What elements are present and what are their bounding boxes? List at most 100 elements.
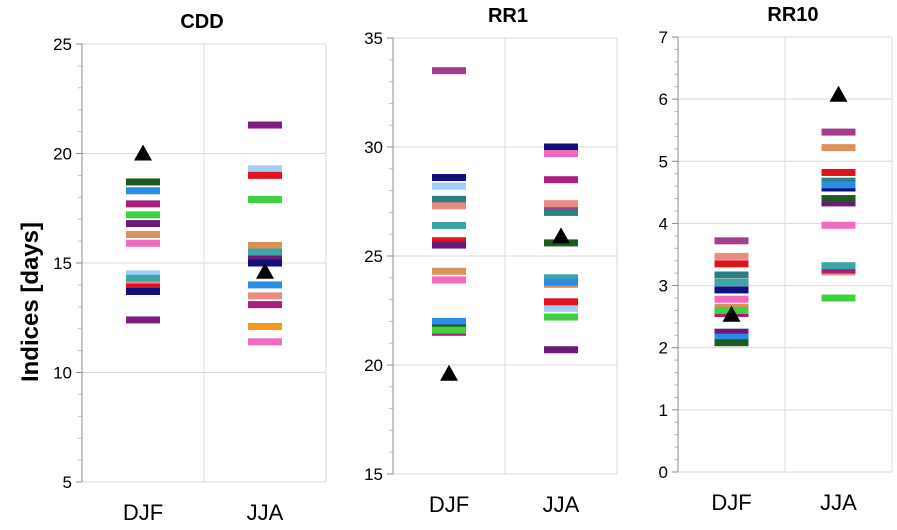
y-tick-label: 5 — [63, 473, 72, 492]
member-marker-6-jja — [544, 274, 578, 282]
chart-panel-rr10: 0 1 2 3 4 5 6 7 RR10 DJF JJA — [659, 4, 893, 515]
member-marker-7-jja — [248, 241, 282, 249]
member-marker-3-djf — [126, 187, 160, 195]
member-marker-11-jja — [544, 278, 578, 286]
member-marker-10-jja — [248, 248, 282, 256]
member-marker-1-djf — [432, 67, 466, 75]
member-marker-2-djf — [126, 178, 160, 186]
member-marker-5-djf — [126, 211, 160, 219]
x-category-label-jja: JJA — [247, 500, 284, 525]
chart-title: RR10 — [767, 4, 818, 26]
member-marker-1-djf — [714, 237, 749, 245]
y-tick-label: 3 — [659, 277, 668, 296]
y-tick-label: 2 — [659, 339, 668, 358]
observation-triangle-jja — [552, 227, 570, 244]
member-marker-7-djf — [126, 231, 160, 239]
member-marker-10-jja — [821, 181, 856, 189]
member-marker-7-djf — [432, 237, 466, 245]
member-marker-2-djf — [432, 174, 466, 182]
member-marker-11-djf — [714, 339, 749, 347]
member-marker-11-jja — [248, 292, 282, 300]
observation-triangle-djf — [440, 364, 458, 381]
member-marker-8-jja — [248, 338, 282, 346]
member-marker-1-jja — [544, 204, 578, 212]
y-tick-label: 6 — [659, 90, 668, 109]
member-marker-13-djf — [126, 283, 160, 291]
member-marker-9-djf — [714, 328, 749, 336]
y-tick-label: 1 — [659, 401, 668, 420]
member-marker-4-djf — [714, 271, 749, 279]
member-marker-3-djf — [432, 182, 466, 190]
observation-triangle-djf — [134, 144, 152, 161]
x-category-label-djf: DJF — [429, 492, 469, 517]
observation-triangle-jja — [256, 262, 274, 279]
member-marker-14-djf — [126, 287, 160, 295]
y-tick-label: 7 — [659, 28, 668, 47]
member-marker-7-jja — [821, 144, 856, 152]
member-marker-3-jja — [821, 168, 856, 176]
member-marker-8-jja — [821, 266, 856, 274]
member-marker-8-jja — [544, 346, 578, 354]
y-tick-label: 25 — [364, 247, 383, 266]
member-marker-11-jja — [821, 195, 856, 203]
member-marker-4-jja — [248, 301, 282, 309]
member-marker-8-djf — [126, 239, 160, 247]
y-tick-label: 0 — [659, 463, 668, 482]
member-marker-12-djf — [714, 278, 749, 286]
x-category-label-jja: JJA — [543, 492, 580, 517]
chart-title: CDD — [180, 11, 223, 33]
member-marker-14-jja — [544, 313, 578, 321]
member-marker-5-jja — [544, 200, 578, 208]
member-marker-4-jja — [821, 177, 856, 185]
member-marker-10-djf — [714, 333, 749, 341]
member-marker-12-jja — [821, 262, 856, 270]
y-tick-label: 15 — [364, 465, 383, 484]
member-marker-3-jja — [544, 304, 578, 312]
member-marker-5-djf — [432, 202, 466, 210]
member-marker-7-jja — [544, 298, 578, 306]
member-marker-9-djf — [432, 267, 466, 275]
member-marker-5-jja — [248, 195, 282, 203]
member-marker-3-jja — [248, 281, 282, 289]
y-axis-label: Indices [days] — [17, 222, 44, 382]
y-tick-label: 30 — [364, 138, 383, 157]
member-marker-12-jja — [248, 323, 282, 331]
x-category-label-jja: JJA — [820, 490, 857, 515]
member-marker-2-jja — [544, 143, 578, 151]
member-marker-3-djf — [714, 260, 749, 268]
x-category-label-djf: DJF — [711, 490, 751, 515]
member-marker-8-djf — [432, 241, 466, 249]
x-category-label-djf: DJF — [123, 500, 163, 525]
chart-panel-rr1: 15 20 25 30 35 RR1 DJF JJA — [364, 5, 618, 517]
member-marker-10-jja — [544, 150, 578, 158]
member-marker-10-djf — [126, 274, 160, 282]
member-marker-6-djf — [126, 220, 160, 228]
member-marker-2-djf — [714, 252, 749, 260]
member-marker-6-djf — [432, 221, 466, 229]
member-marker-13-jja — [821, 221, 856, 229]
member-marker-13-djf — [714, 295, 749, 303]
member-marker-1-jja — [248, 121, 282, 129]
y-tick-label: 20 — [53, 145, 72, 164]
member-marker-4-djf — [126, 200, 160, 208]
member-marker-4-djf — [432, 195, 466, 203]
member-marker-13-jja — [248, 171, 282, 179]
y-tick-label: 4 — [659, 214, 668, 233]
member-marker-11-djf — [432, 317, 466, 325]
observation-triangle-jja — [829, 85, 848, 102]
chart-panel-cdd: 5 10 15 20 25 CDD DJF JJA — [53, 11, 327, 525]
member-marker-4-jja — [544, 208, 578, 216]
member-marker-10-djf — [432, 276, 466, 284]
member-marker-6-djf — [714, 286, 749, 294]
member-marker-6-jja — [248, 255, 282, 263]
member-marker-1-djf — [126, 316, 160, 324]
member-marker-14-jja — [821, 294, 856, 302]
member-marker-1-jja — [821, 128, 856, 136]
y-tick-label: 15 — [53, 254, 72, 273]
y-tick-label: 25 — [53, 35, 72, 54]
member-marker-14-djf — [432, 326, 466, 334]
y-tick-label: 20 — [364, 356, 383, 375]
y-tick-label: 35 — [364, 29, 383, 48]
y-tick-label: 5 — [659, 152, 668, 171]
